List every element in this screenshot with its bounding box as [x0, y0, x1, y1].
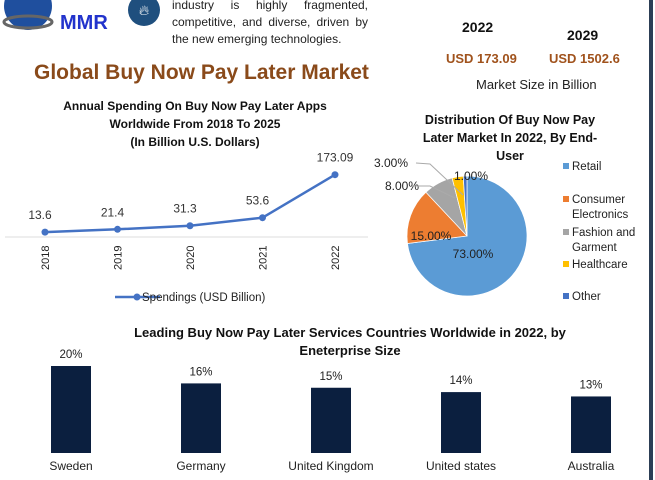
legend-label: Healthcare	[572, 259, 628, 271]
slice-label: 3.00%	[374, 156, 408, 170]
slice-label: 1.00%	[454, 169, 488, 183]
bar	[181, 383, 221, 453]
legend-swatch	[563, 293, 569, 299]
pie-slice-other	[462, 175, 468, 237]
data-label: 173.09	[317, 151, 354, 165]
data-point	[259, 214, 266, 222]
leader-line	[412, 185, 456, 199]
title-line: Leading Buy Now Pay Later Services Count…	[134, 325, 566, 340]
title-line: Later Market In 2022, By End-	[422, 131, 598, 145]
value-2029: USD 1502.6	[549, 51, 620, 66]
x-tick-label: 2021	[258, 246, 270, 270]
legend-label: Garment	[572, 242, 618, 254]
category-label: Australia	[568, 459, 615, 473]
legend-label: Consumer	[572, 194, 625, 206]
x-tick-label: 2019	[113, 246, 125, 270]
x-tick-label: 2018	[40, 246, 52, 270]
x-tick-label: 2020	[185, 246, 197, 270]
legend-label: Fashion and	[572, 227, 635, 239]
logo-text: MMR	[60, 12, 108, 34]
bar-chart: 20% Sweden 16% Germany 15% United Kingdom 14% U…	[49, 349, 615, 473]
legend-label: Electronics	[572, 209, 628, 221]
legend-swatch	[563, 229, 569, 235]
year-2029: 2029	[567, 27, 599, 43]
title-line: Worldwide From 2018 To 2025	[109, 117, 281, 131]
category-label: United Kingdom	[288, 459, 373, 473]
bar-value-label: 15%	[319, 371, 342, 383]
slice-label: 8.00%	[385, 179, 419, 193]
bar	[311, 387, 351, 453]
right-border	[649, 0, 653, 480]
pie-chart: 73.00%15.00% 8.00% 3.00% 1.00% Retail Consume…	[374, 156, 635, 303]
pie-slice-consumer-electronics	[406, 191, 468, 244]
bar	[51, 366, 91, 453]
data-point	[186, 222, 194, 230]
legend-label: Other	[572, 291, 601, 303]
legend-marker	[133, 293, 141, 301]
title-line: User	[496, 149, 524, 163]
market-size-caption: Market Size in Billion	[476, 77, 597, 92]
globe-logo-icon: MMR	[2, 0, 108, 34]
title-line: Annual Spending On Buy Now Pay Later App…	[63, 99, 327, 113]
data-label: 31.3	[173, 202, 197, 216]
line-chart: 13.6 2018 21.4 2019 31.3 2020 53.6 2021 173.09 20…	[5, 151, 368, 304]
category-label: Sweden	[49, 459, 92, 473]
bar-value-label: 16%	[189, 366, 212, 378]
bar-value-label: 13%	[579, 379, 602, 391]
data-point	[331, 171, 339, 179]
title-line: (In Billion U.S. Dollars)	[130, 135, 260, 149]
bar	[441, 392, 481, 453]
flame-icon: 🔥︎	[128, 0, 160, 26]
data-label: 53.6	[246, 194, 270, 208]
category-label: Germany	[176, 459, 225, 473]
data-label: 13.6	[28, 208, 52, 222]
intro-text: industry is highly fragmented, competiti…	[172, 0, 368, 46]
category-label: United states	[426, 459, 496, 473]
title-line: Eneterprise Size	[299, 343, 401, 358]
bar-value-label: 20%	[59, 349, 82, 361]
page-title: Global Buy Now Pay Later Market	[34, 61, 369, 84]
slice-label: 15.00%	[411, 229, 452, 243]
data-point	[114, 225, 121, 233]
bar-chart-title: Leading Buy Now Pay Later Services Count…	[60, 324, 640, 360]
data-point	[41, 228, 49, 236]
legend-label: Spendings (USD Billion)	[142, 292, 266, 304]
line-chart-title: Annual Spending On Buy Now Pay Later App…	[30, 97, 360, 151]
value-2022: USD 173.09	[446, 51, 517, 66]
x-tick-label: 2022	[330, 246, 342, 270]
pie-chart-title: Distribution Of Buy Now Pay Later Market…	[405, 111, 615, 165]
year-2022: 2022	[462, 19, 494, 35]
logo: MMR	[0, 0, 120, 36]
legend-swatch	[563, 261, 569, 267]
bar	[571, 396, 611, 453]
data-label: 21.4	[101, 205, 125, 219]
title-line: Distribution Of Buy Now Pay	[424, 113, 596, 127]
leader-line	[415, 162, 464, 196]
legend-label: Retail	[572, 161, 601, 173]
legend-swatch	[563, 163, 569, 169]
legend-swatch	[563, 196, 569, 202]
slice-label: 73.00%	[453, 247, 494, 261]
bar-value-label: 14%	[449, 375, 472, 387]
